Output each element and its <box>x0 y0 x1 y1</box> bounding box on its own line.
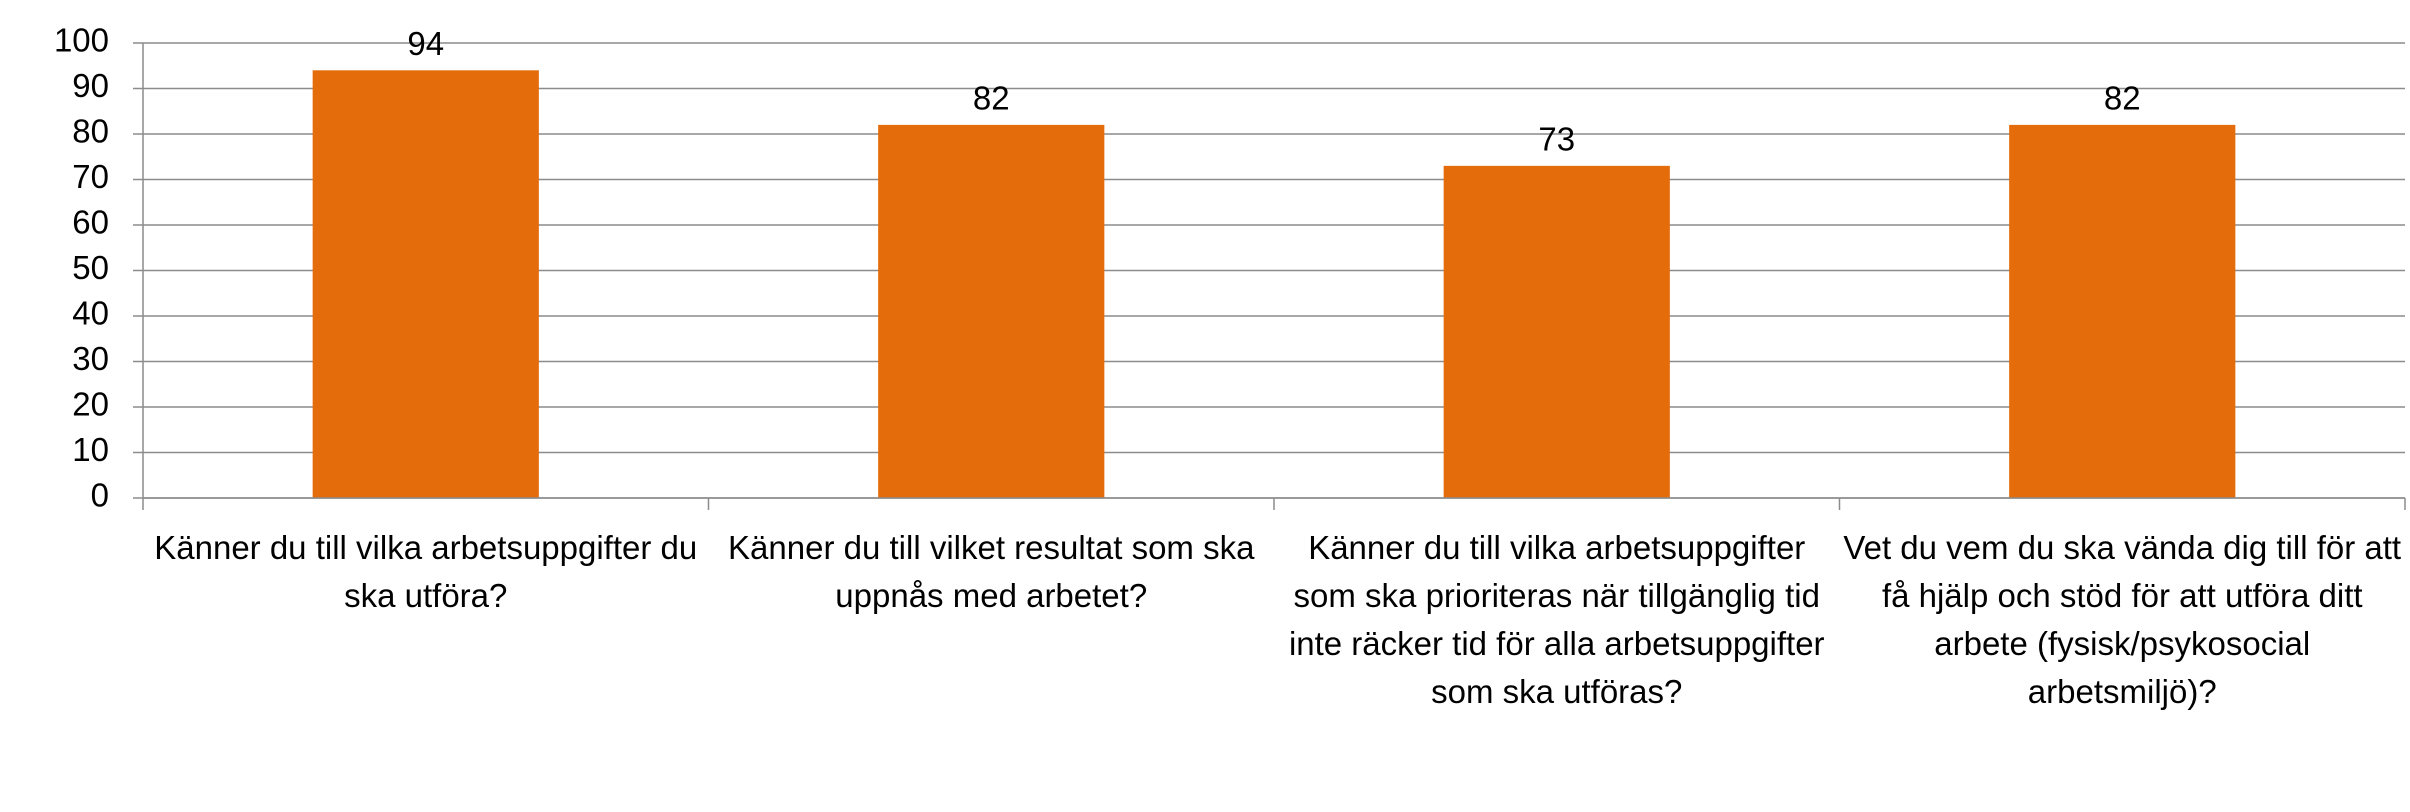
bar <box>312 70 539 499</box>
value-label: 94 <box>407 25 444 62</box>
value-label: 82 <box>2104 80 2141 117</box>
value-label: 82 <box>973 80 1010 117</box>
x-tick-label: Vet du vem du ska vända dig till för att… <box>1843 529 2402 710</box>
y-tick-label: 50 <box>72 249 109 286</box>
y-tick-label: 70 <box>72 158 109 195</box>
y-tick-label: 20 <box>72 386 109 423</box>
x-tick-label: Känner du till vilka arbetsuppgifter som… <box>1288 529 1825 710</box>
bar <box>878 124 1105 499</box>
y-tick-label: 80 <box>72 113 109 150</box>
y-tick-label: 90 <box>72 67 109 104</box>
y-tick-label: 40 <box>72 295 109 332</box>
y-tick-label: 10 <box>72 431 109 468</box>
x-tick-label: Känner du till vilka arbetsuppgifter du … <box>154 529 698 614</box>
y-tick-label: 30 <box>72 340 109 377</box>
y-tick-label: 0 <box>91 477 109 514</box>
y-tick-label: 60 <box>72 204 109 241</box>
value-label: 73 <box>1538 121 1575 158</box>
bar <box>1443 165 1670 498</box>
bar <box>2009 124 2236 499</box>
x-tick-label: Känner du till vilket resultat som ska u… <box>728 529 1255 614</box>
y-tick-label: 100 <box>54 22 109 59</box>
